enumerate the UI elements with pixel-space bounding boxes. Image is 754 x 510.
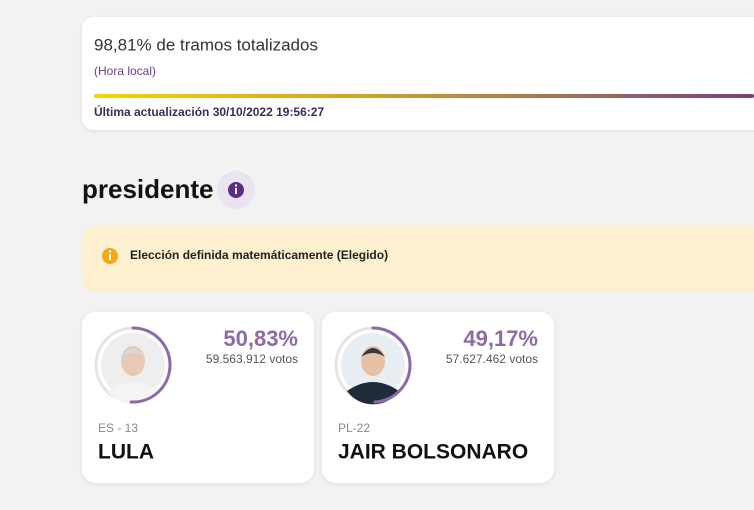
vote-percent: 49,17% <box>463 326 538 351</box>
status-title: 98,81% de tramos totalizados <box>94 35 318 54</box>
updated-text: Última actualización 30/10/2022 19:56:27 <box>94 104 324 119</box>
progress-bar <box>94 94 754 98</box>
status-card <box>82 17 754 130</box>
alert-dot <box>108 250 112 253</box>
section-title: presidente <box>82 174 214 204</box>
photo-hair <box>361 348 385 357</box>
vote-count: 57.627.462 votos <box>446 352 538 366</box>
status-note: (Hora local) <box>94 64 156 78</box>
party: PL-22 <box>338 421 370 435</box>
alert-text: Elección definida matemáticamente (Elegi… <box>130 248 388 262</box>
vote-arc <box>371 326 412 404</box>
vote-count: 59.563.912 votos <box>206 352 298 366</box>
candidate-name: LULA <box>98 441 154 464</box>
info-button[interactable] <box>217 171 255 209</box>
candidate-name: JAIR BOLSONARO <box>338 441 528 464</box>
alert-box <box>82 226 754 292</box>
alert-glyph <box>109 254 111 260</box>
vote-percent: 50,83% <box>223 326 298 351</box>
photo-hair <box>121 348 145 357</box>
info-dot <box>234 184 238 187</box>
info-glyph <box>235 188 237 194</box>
party: ES - 13 <box>98 421 138 435</box>
vote-arc <box>129 326 172 404</box>
